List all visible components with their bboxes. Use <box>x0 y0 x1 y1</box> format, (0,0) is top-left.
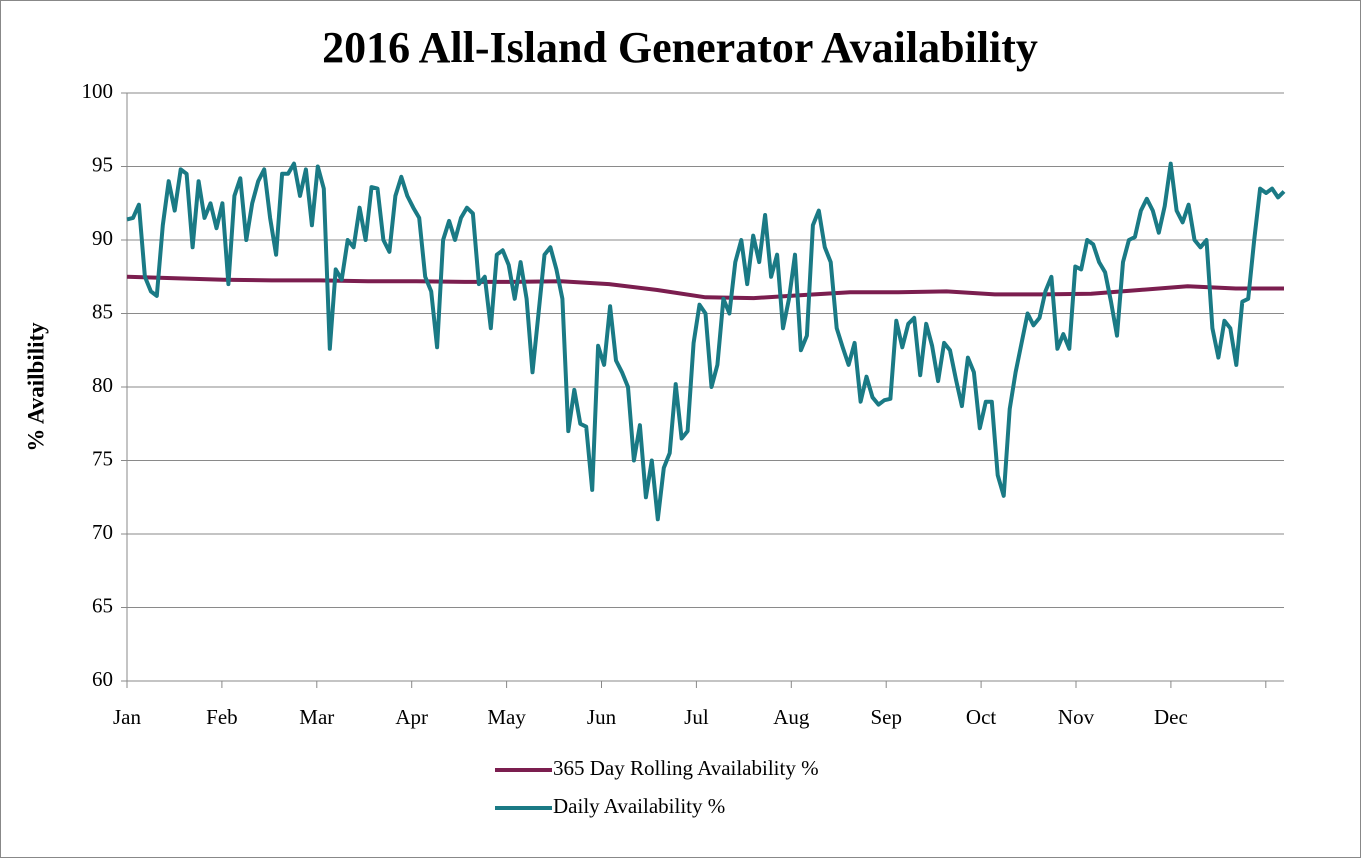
y-tick-label: 95 <box>92 152 113 176</box>
chart-title: 2016 All-Island Generator Availability <box>322 23 1038 72</box>
series-line <box>126 161 1286 522</box>
x-tick-label: Apr <box>395 705 428 729</box>
x-tick-label: Jan <box>113 705 141 729</box>
x-tick-label: Nov <box>1058 705 1095 729</box>
series-line <box>126 274 1284 301</box>
x-tick-label: Oct <box>966 705 996 729</box>
x-tick-label: Jul <box>684 705 709 729</box>
legend-label: Daily Availability % <box>553 794 725 818</box>
y-tick-label: 90 <box>92 226 113 250</box>
y-axis-label: % Availbility <box>23 322 48 452</box>
y-tick-label: 60 <box>92 667 113 691</box>
x-tick-label: Dec <box>1154 705 1188 729</box>
legend-label: 365 Day Rolling Availability % <box>553 756 819 780</box>
y-tick-label: 75 <box>92 446 113 470</box>
y-tick-label: 70 <box>92 520 113 544</box>
x-tick-label: Sep <box>870 705 902 729</box>
y-tick-label: 65 <box>92 593 113 617</box>
x-tick-label: Jun <box>587 705 617 729</box>
y-tick-label: 85 <box>92 299 113 323</box>
x-tick-label: May <box>487 705 526 729</box>
x-tick-label: Mar <box>299 705 334 729</box>
y-tick-label: 100 <box>82 79 114 103</box>
x-tick-label: Feb <box>206 705 238 729</box>
x-tick-label: Aug <box>773 705 810 729</box>
y-tick-label: 80 <box>92 373 113 397</box>
